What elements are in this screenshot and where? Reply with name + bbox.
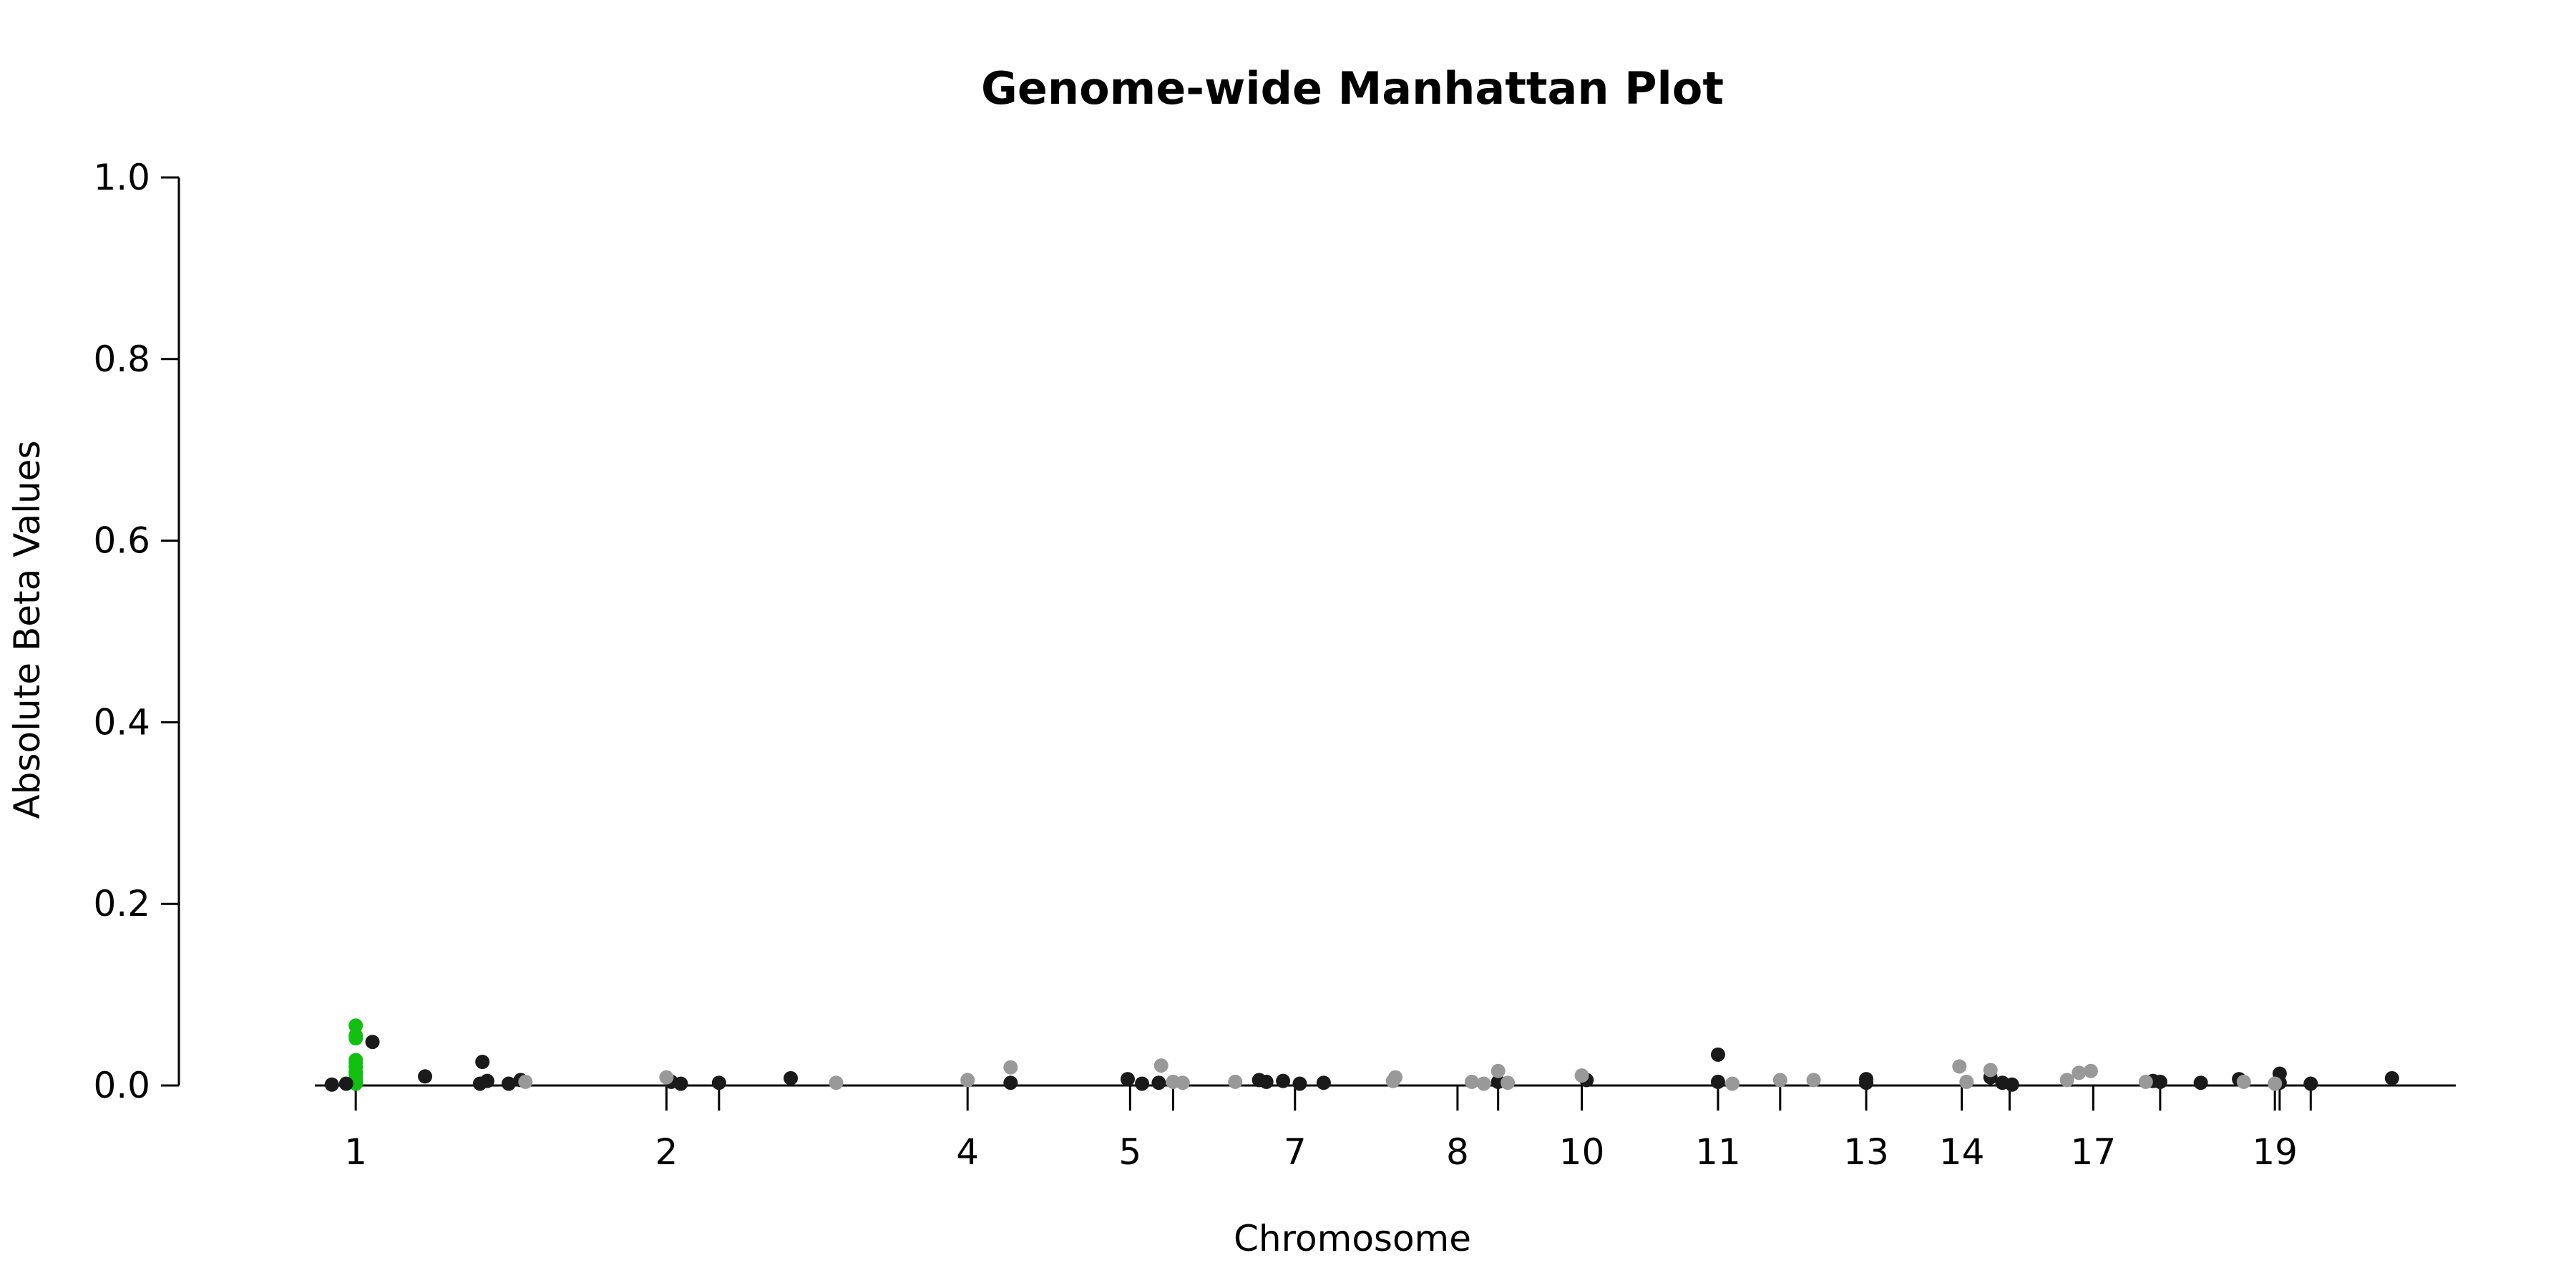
data-point [784, 1070, 799, 1085]
data-point [2059, 1073, 2074, 1088]
y-tick-label: 0.0 [93, 1065, 150, 1106]
data-point [829, 1075, 844, 1091]
x-tick-label: 2 [655, 1131, 678, 1173]
data-point [1292, 1076, 1307, 1091]
y-tick-label: 0.4 [93, 701, 150, 743]
data-point [1772, 1073, 1787, 1088]
data-point [348, 1018, 364, 1033]
data-point [1464, 1074, 1479, 1089]
data-point [711, 1075, 726, 1091]
x-tick-label: 10 [1559, 1131, 1605, 1173]
data-point [1725, 1076, 1740, 1091]
y-tick-label: 0.8 [93, 338, 150, 380]
data-point [1228, 1074, 1243, 1089]
data-point [348, 1031, 364, 1046]
data-point [659, 1070, 674, 1085]
data-point [1175, 1075, 1190, 1091]
data-point [324, 1077, 339, 1092]
data-point [1859, 1075, 1874, 1091]
x-axis-label: Chromosome [1234, 1218, 1471, 1259]
data-point [1259, 1074, 1274, 1089]
y-tick-label: 0.2 [93, 883, 150, 924]
x-tick-label: 5 [1118, 1131, 1141, 1173]
data-point [2303, 1076, 2318, 1091]
data-point [673, 1076, 688, 1091]
data-point [2152, 1074, 2167, 1089]
data-point [1476, 1076, 1491, 1091]
data-point [1151, 1075, 1166, 1091]
data-point [365, 1035, 380, 1050]
data-point [1952, 1059, 1967, 1074]
x-tick-label: 17 [2071, 1131, 2117, 1173]
x-tick-label: 7 [1284, 1131, 1307, 1173]
data-point [1003, 1075, 1018, 1091]
data-point [2004, 1077, 2019, 1092]
data-point [1501, 1075, 1516, 1091]
data-point [2084, 1063, 2098, 1078]
data-point [960, 1073, 975, 1088]
x-tick-label: 4 [956, 1131, 979, 1173]
y-axis: 0.0 0.2 0.4 0.6 0.8 1.0 [93, 157, 180, 1106]
data-point [518, 1074, 533, 1089]
data-point [1574, 1068, 1589, 1083]
data-point [1983, 1063, 1998, 1078]
data-point [472, 1076, 487, 1091]
data-point [1959, 1074, 1974, 1089]
data-point [2268, 1076, 2283, 1091]
data-point [2236, 1074, 2251, 1089]
y-tick-label: 1.0 [93, 157, 150, 198]
x-tick-label: 1 [344, 1131, 367, 1173]
x-tick-label: 8 [1446, 1131, 1469, 1173]
data-point [1135, 1076, 1150, 1091]
y-tick-label: 0.6 [93, 520, 150, 562]
data-point [1276, 1073, 1291, 1088]
data-point [338, 1076, 353, 1091]
data-point [1003, 1060, 1018, 1075]
data-point [1806, 1073, 1821, 1088]
data-point [1710, 1074, 1725, 1089]
x-tick-label: 11 [1695, 1131, 1741, 1173]
data-point [1385, 1073, 1400, 1088]
data-points [324, 1018, 2399, 1092]
x-tick-label: 14 [1939, 1131, 1985, 1173]
data-point [475, 1055, 490, 1070]
data-point [1710, 1047, 1725, 1062]
x-axis: 1 2 4 5 7 8 10 11 13 14 17 19 [315, 1084, 2456, 1173]
data-point [1316, 1075, 1331, 1091]
data-point [418, 1069, 433, 1084]
data-point [2072, 1065, 2087, 1080]
data-point [2384, 1070, 2399, 1085]
data-point [2138, 1074, 2153, 1089]
x-tick-label: 19 [2252, 1131, 2298, 1173]
chart-title: Genome-wide Manhattan Plot [981, 62, 1724, 114]
data-point [1120, 1072, 1135, 1087]
y-axis-label: Absolute Beta Values [6, 441, 48, 819]
data-point [501, 1076, 516, 1091]
data-point [1491, 1063, 1506, 1078]
x-tick-label: 13 [1843, 1131, 1889, 1173]
data-point [2193, 1075, 2208, 1091]
data-point [1153, 1058, 1169, 1073]
